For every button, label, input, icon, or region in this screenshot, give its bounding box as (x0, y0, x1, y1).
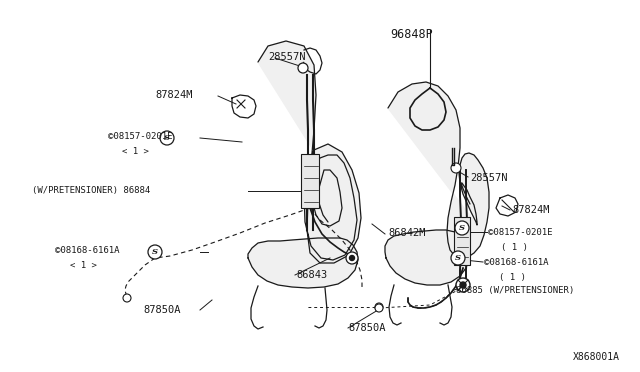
Text: ( 1 ): ( 1 ) (499, 273, 526, 282)
Circle shape (451, 251, 465, 265)
Circle shape (148, 245, 162, 259)
Text: 87824M: 87824M (512, 205, 550, 215)
Text: S: S (455, 254, 461, 262)
Text: ©08168-6161A: ©08168-6161A (55, 246, 120, 255)
Text: < 1 >: < 1 > (122, 147, 149, 156)
Text: S: S (164, 134, 170, 142)
Text: ©08168-6161A: ©08168-6161A (484, 258, 548, 267)
Text: 86885 (W/PRETENSIONER): 86885 (W/PRETENSIONER) (456, 286, 574, 295)
Circle shape (451, 163, 461, 173)
Text: ©08157-0201E: ©08157-0201E (488, 228, 552, 237)
Circle shape (456, 278, 470, 292)
Text: 96848P: 96848P (390, 28, 433, 41)
Circle shape (298, 63, 308, 73)
Text: X868001A: X868001A (573, 352, 620, 362)
Text: 87850A: 87850A (348, 323, 385, 333)
Circle shape (375, 303, 383, 311)
Text: < 1 >: < 1 > (70, 261, 97, 270)
Text: ©08157-0201E: ©08157-0201E (108, 132, 173, 141)
Text: 87824M: 87824M (155, 90, 193, 100)
Text: S: S (459, 224, 465, 232)
Text: 28557N: 28557N (470, 173, 508, 183)
Text: ( 1 ): ( 1 ) (501, 243, 528, 252)
Circle shape (349, 256, 355, 260)
Circle shape (375, 304, 383, 312)
Circle shape (460, 282, 466, 288)
Polygon shape (385, 230, 469, 285)
Text: S: S (152, 248, 158, 256)
Polygon shape (258, 41, 361, 263)
Text: 87850A: 87850A (143, 305, 180, 315)
FancyBboxPatch shape (454, 217, 470, 265)
Text: 28557N: 28557N (268, 52, 305, 62)
Circle shape (346, 252, 358, 264)
Polygon shape (248, 238, 358, 288)
Polygon shape (388, 82, 489, 258)
Text: 86842M: 86842M (388, 228, 426, 238)
Circle shape (160, 131, 174, 145)
Circle shape (455, 221, 469, 235)
Circle shape (123, 294, 131, 302)
Text: 86843: 86843 (296, 270, 327, 280)
FancyBboxPatch shape (301, 154, 319, 208)
Text: (W/PRETENSIONER) 86884: (W/PRETENSIONER) 86884 (32, 186, 150, 195)
